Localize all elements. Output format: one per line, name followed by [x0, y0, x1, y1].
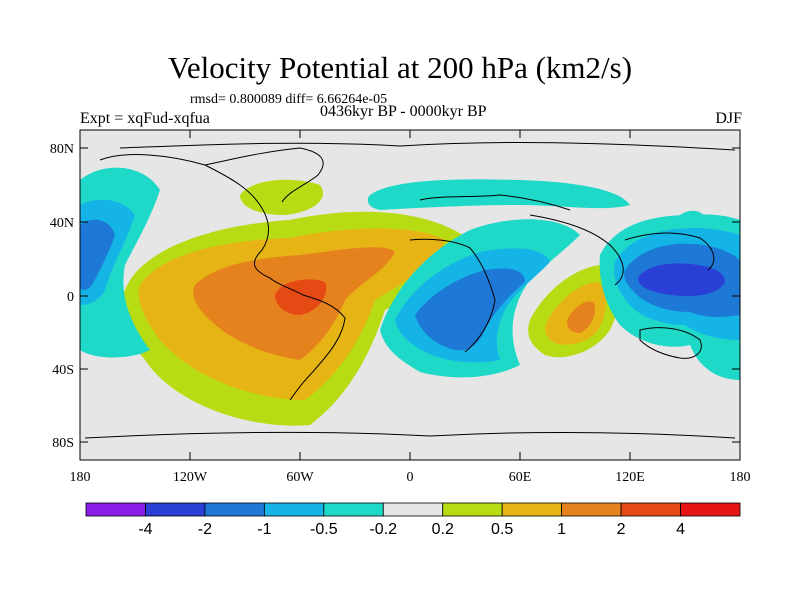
colorbar-label: -0.5 — [310, 521, 338, 538]
stats-text: rmsd= 0.800089 diff= 6.66264e-05 — [190, 92, 388, 107]
lat-label: 80S — [52, 436, 74, 451]
lon-label: 60W — [286, 470, 314, 485]
colorbar-label: 1 — [557, 521, 566, 538]
colorbar-swatch — [85, 502, 146, 517]
colorbar-label: 0.5 — [491, 521, 513, 538]
coastlines — [84, 142, 736, 439]
lon-label: 120E — [615, 470, 645, 485]
colorbar-label: -0.2 — [369, 521, 397, 538]
colorbar-swatch — [442, 502, 503, 517]
west-pacific-negative-2 — [638, 263, 725, 296]
lat-label: 40S — [52, 363, 74, 378]
colorbar-label: -1 — [257, 521, 271, 538]
colorbar-label: 4 — [676, 521, 685, 538]
colorbar-swatch — [323, 502, 384, 517]
colorbar-swatch — [145, 502, 206, 517]
colorbar-swatch — [561, 502, 622, 517]
colorbar-swatch — [382, 502, 444, 517]
lon-label: 120W — [173, 470, 208, 485]
colorbar: -4 -2 -1 -0.5 -0.2 0.2 0.5 1 2 4 — [85, 502, 741, 538]
colorbar-swatch — [263, 502, 325, 517]
experiment-label: Expt = xqFud-xqfua — [80, 110, 210, 127]
lat-label: 0 — [67, 290, 74, 305]
lon-label: 60E — [509, 470, 532, 485]
velocity-potential-field — [80, 130, 740, 460]
latitude-ticks — [80, 147, 740, 443]
chart-title: Velocity Potential at 200 hPa (km2/s) — [167, 50, 633, 85]
east-asia-negative-patch — [680, 210, 705, 226]
colorbar-swatch — [680, 502, 741, 517]
pacific-negative-1 — [80, 219, 115, 290]
lat-label: 40N — [50, 216, 74, 231]
indian-ocean-positive-1 — [567, 301, 596, 333]
lon-label: 0 — [407, 470, 414, 485]
longitude-ticks — [79, 130, 741, 460]
season-label: DJF — [715, 110, 742, 127]
colorbar-label: 2 — [617, 521, 626, 538]
colorbar-label: 0.2 — [432, 521, 454, 538]
lon-label: 180 — [730, 470, 751, 485]
lon-label: 180 — [70, 470, 91, 485]
lat-label: 80N — [50, 142, 74, 157]
colorbar-swatch — [501, 502, 563, 517]
colorbar-swatch — [620, 502, 681, 517]
africa-negative-1 — [415, 268, 525, 351]
period-label: 0436kyr BP - 0000kyr BP — [320, 103, 487, 120]
colorbar-label: -2 — [198, 521, 212, 538]
colorbar-swatch — [204, 502, 265, 517]
colorbar-label: -4 — [138, 521, 152, 538]
